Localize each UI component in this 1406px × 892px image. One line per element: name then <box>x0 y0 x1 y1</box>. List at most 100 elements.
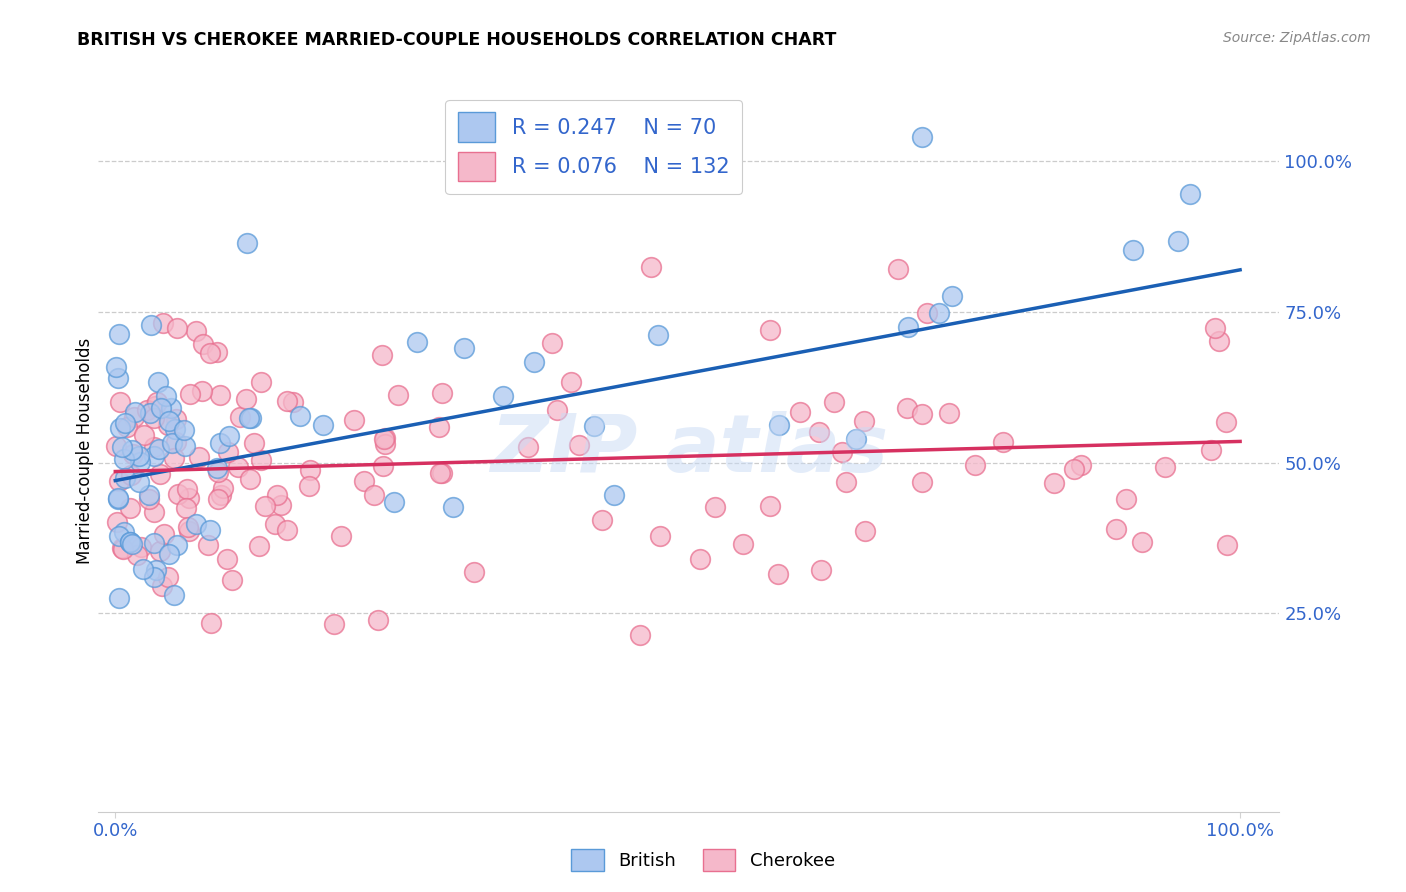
Point <box>432 385 454 400</box>
Point <box>177 524 200 538</box>
Point <box>363 488 385 502</box>
Point <box>114 416 136 430</box>
Point <box>299 463 322 477</box>
Text: Source: ZipAtlas.com: Source: ZipAtlas.com <box>1223 31 1371 45</box>
Point <box>463 565 485 579</box>
Point <box>114 471 136 485</box>
Point <box>1215 415 1237 429</box>
Point <box>152 527 174 541</box>
Point <box>163 451 186 466</box>
Point <box>155 388 177 402</box>
Point <box>928 305 950 319</box>
Point <box>217 552 239 566</box>
Point <box>560 376 582 390</box>
Point <box>429 467 451 481</box>
Point <box>108 394 131 409</box>
Point <box>179 387 201 401</box>
Point <box>198 346 221 360</box>
Point <box>516 440 538 454</box>
Point <box>128 454 150 468</box>
Point <box>135 403 157 417</box>
Point <box>112 525 135 540</box>
Point <box>145 563 167 577</box>
Point <box>896 401 918 416</box>
Point <box>149 467 172 481</box>
Point <box>647 328 669 343</box>
Point <box>1122 243 1144 257</box>
Point <box>162 589 184 603</box>
Point <box>689 551 711 566</box>
Point <box>941 289 963 303</box>
Point <box>243 436 266 450</box>
Point <box>134 428 156 442</box>
Point <box>807 425 830 439</box>
Point <box>1154 460 1177 475</box>
Point <box>107 492 129 507</box>
Point <box>1204 321 1226 335</box>
Point <box>108 421 131 435</box>
Point <box>371 348 394 362</box>
Point <box>492 389 515 403</box>
Point <box>583 418 606 433</box>
Point <box>190 384 212 398</box>
Point <box>188 450 211 464</box>
Point <box>139 318 162 333</box>
Point <box>142 536 165 550</box>
Point <box>209 488 232 502</box>
Point <box>120 500 142 515</box>
Point <box>177 520 200 534</box>
Point <box>142 505 165 519</box>
Point <box>142 410 165 425</box>
Point <box>163 421 186 435</box>
Point <box>138 406 160 420</box>
Point <box>207 492 229 507</box>
Point <box>546 403 568 417</box>
Point <box>240 411 263 425</box>
Point <box>197 538 219 552</box>
Point <box>238 411 260 425</box>
Point <box>124 409 146 424</box>
Point <box>343 413 366 427</box>
Point <box>105 515 128 529</box>
Point <box>160 436 183 450</box>
Point <box>911 130 934 145</box>
Y-axis label: Married-couple Households: Married-couple Households <box>76 337 94 564</box>
Legend: R = 0.247    N = 70, R = 0.076    N = 132: R = 0.247 N = 70, R = 0.076 N = 132 <box>446 100 742 194</box>
Point <box>128 475 150 489</box>
Point <box>522 355 544 369</box>
Point <box>373 459 395 474</box>
Point <box>120 468 142 483</box>
Point <box>640 260 662 274</box>
Point <box>173 423 195 437</box>
Point <box>406 334 429 349</box>
Point <box>128 449 150 463</box>
Point <box>266 488 288 502</box>
Point <box>1132 534 1154 549</box>
Point <box>281 395 304 409</box>
Point <box>111 440 134 454</box>
Point <box>118 535 141 549</box>
Point <box>603 488 626 502</box>
Point <box>148 442 170 456</box>
Point <box>810 563 832 577</box>
Point <box>427 420 450 434</box>
Point <box>226 459 249 474</box>
Point <box>236 235 259 250</box>
Point <box>205 345 228 359</box>
Point <box>184 517 207 532</box>
Point <box>1199 443 1222 458</box>
Point <box>107 370 129 384</box>
Point <box>209 387 232 401</box>
Point <box>143 569 166 583</box>
Point <box>731 537 754 551</box>
Point <box>125 548 148 562</box>
Point <box>963 458 986 473</box>
Point <box>129 540 152 554</box>
Point <box>373 432 395 446</box>
Point <box>270 498 292 512</box>
Point <box>288 409 311 423</box>
Point <box>897 320 920 334</box>
Legend: British, Cherokee: British, Cherokee <box>564 842 842 879</box>
Point <box>591 513 613 527</box>
Point <box>1208 334 1230 348</box>
